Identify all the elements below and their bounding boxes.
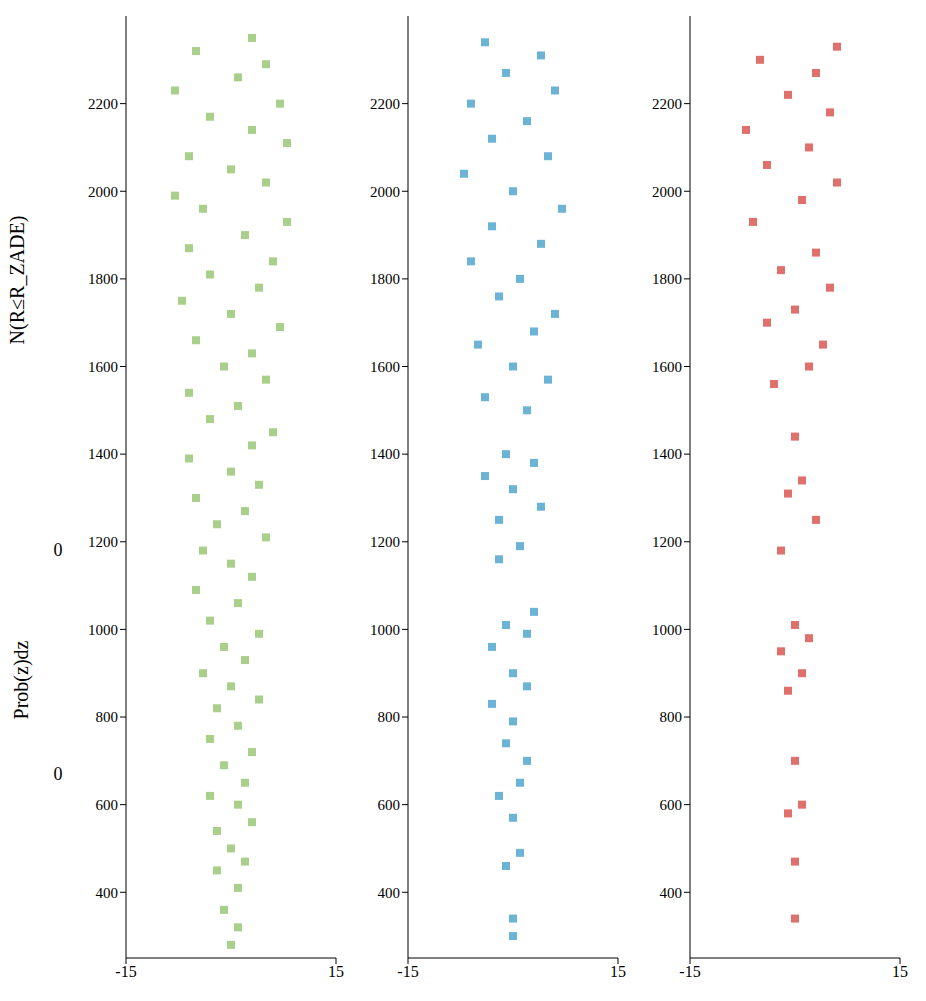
svg-text:2000: 2000 [370,184,400,200]
svg-text:1600: 1600 [652,359,682,375]
svg-text:1200: 1200 [652,534,682,550]
svg-text:800: 800 [96,709,119,725]
svg-text:-15: -15 [397,963,418,980]
svg-text:600: 600 [378,797,401,813]
svg-text:1800: 1800 [370,271,400,287]
svg-text:0: 0 [54,540,63,560]
svg-text:2000: 2000 [652,184,682,200]
svg-text:400: 400 [96,885,119,901]
svg-text:1800: 1800 [88,271,118,287]
svg-text:1400: 1400 [652,446,682,462]
svg-text:1000: 1000 [88,622,118,638]
svg-text:1400: 1400 [370,446,400,462]
svg-text:800: 800 [378,709,401,725]
svg-text:1200: 1200 [370,534,400,550]
svg-text:1600: 1600 [370,359,400,375]
svg-text:-15: -15 [679,963,700,980]
svg-text:1800: 1800 [652,271,682,287]
svg-text:1000: 1000 [652,622,682,638]
svg-text:2000: 2000 [88,184,118,200]
svg-text:N(R≤R_ZADE): N(R≤R_ZADE) [6,216,29,345]
svg-text:Prob(z)dz: Prob(z)dz [10,640,33,719]
svg-text:15: 15 [328,963,344,980]
svg-text:400: 400 [660,885,683,901]
svg-text:400: 400 [378,885,401,901]
svg-text:2200: 2200 [652,96,682,112]
svg-text:600: 600 [660,797,683,813]
svg-text:15: 15 [892,963,908,980]
svg-text:1000: 1000 [370,622,400,638]
svg-text:1400: 1400 [88,446,118,462]
svg-text:2200: 2200 [370,96,400,112]
svg-text:0: 0 [54,764,63,784]
svg-text:-15: -15 [115,963,136,980]
svg-text:600: 600 [96,797,119,813]
svg-text:1600: 1600 [88,359,118,375]
svg-text:2200: 2200 [88,96,118,112]
svg-text:15: 15 [610,963,626,980]
svg-text:800: 800 [660,709,683,725]
svg-text:1200: 1200 [88,534,118,550]
